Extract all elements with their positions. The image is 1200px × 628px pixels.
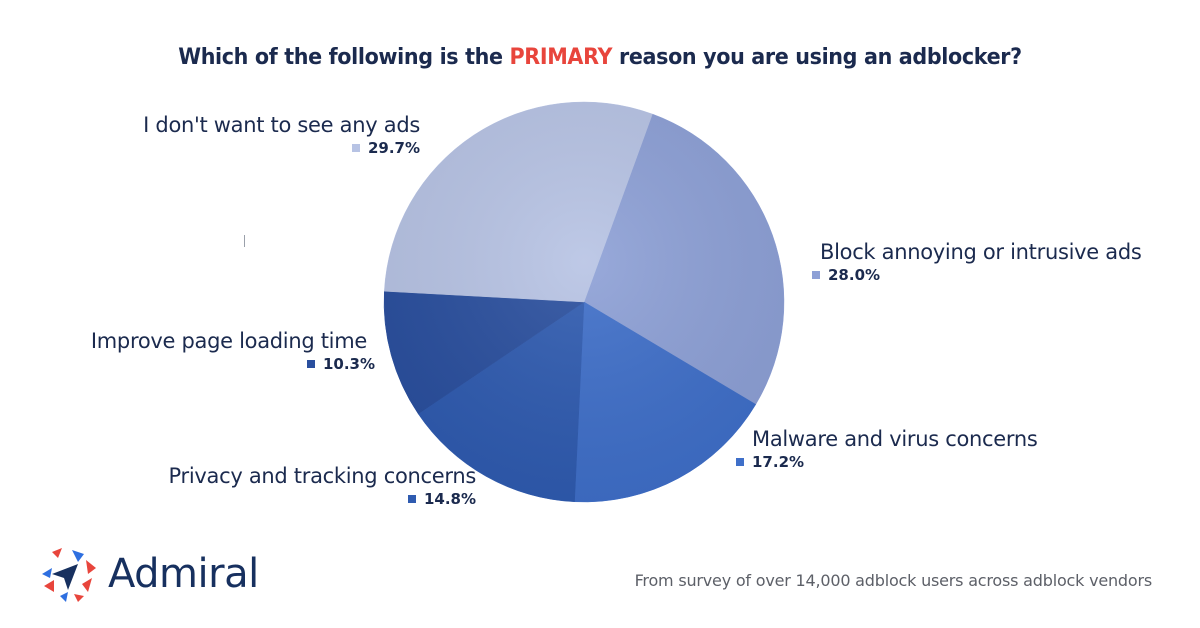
slice-name: Block annoying or intrusive ads [820,240,1142,264]
percent-value: 29.7% [367,139,420,157]
slice-label-privacy: Privacy and tracking concerns 14.8% [126,464,477,508]
decorative-tick [244,235,245,247]
slice-name: Malware and virus concerns [752,427,1038,451]
slice-name: Privacy and tracking concerns [168,464,477,488]
slice-label-no-ads: I don't want to see any ads 29.7% [126,113,420,157]
slice-label-block-annoying: Block annoying or intrusive ads 28.0% [812,240,1142,284]
title-suffix: reason you are using an adblocker? [612,44,1022,70]
slice-label-page-loading: Improve page loading time 10.3% [70,329,375,373]
chart-title: Which of the following is the PRIMARY re… [48,44,1152,70]
slice-percent: 10.3% [70,355,375,373]
slice-percent: 14.8% [126,490,476,508]
percent-value: 17.2% [752,453,805,471]
percent-value: 14.8% [423,490,476,508]
survey-footnote: From survey of over 14,000 adblock users… [634,571,1153,590]
legend-swatch [812,271,820,279]
percent-value: 10.3% [322,355,375,373]
slice-name: I don't want to see any ads [143,113,420,137]
pie-shading [384,102,784,502]
legend-swatch [407,495,416,503]
title-prefix: Which of the following is the [178,44,510,70]
admiral-logo: Admiral [38,546,259,602]
slice-percent: 29.7% [126,139,420,157]
slice-percent: 17.2% [736,453,1038,471]
legend-swatch [351,144,360,152]
slice-percent: 28.0% [812,266,1142,284]
title-emphasis: PRIMARY [509,44,613,70]
legend-swatch [306,360,315,368]
slice-label-malware: Malware and virus concerns 17.2% [736,427,1038,471]
brand-name: Admiral [108,551,259,597]
percent-value: 28.0% [828,266,881,284]
legend-swatch [736,458,744,466]
admiral-compass-icon [42,548,96,602]
slice-name: Improve page loading time [90,329,367,353]
